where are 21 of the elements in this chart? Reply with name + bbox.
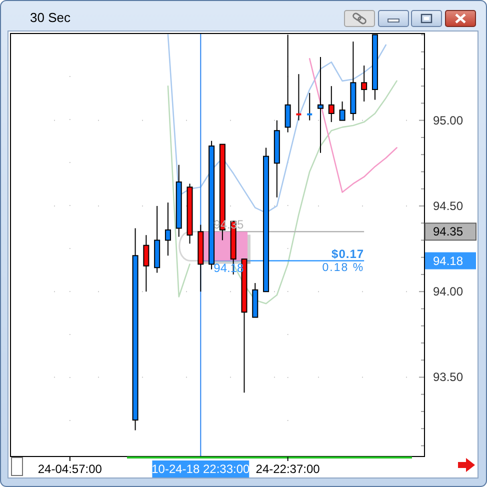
candlestick — [339, 101, 346, 121]
annotation: $0.17 — [332, 246, 364, 261]
line-series — [308, 58, 398, 193]
y-tick-label: 93.50 — [433, 370, 464, 384]
candlestick — [296, 74, 302, 121]
text: 94.35 — [433, 224, 464, 239]
candlestick — [164, 202, 171, 256]
candlestick — [328, 86, 334, 123]
candlestick — [361, 65, 368, 102]
annotation: 0.18 % — [322, 262, 364, 274]
x-tick-label: 24-22:37:00 — [256, 462, 320, 476]
candlestick — [143, 234, 150, 292]
candlestick — [307, 92, 312, 121]
chart-title: 30 Sec — [30, 10, 71, 25]
candlestick — [318, 56, 324, 154]
y-tick-label: 95.00 — [433, 113, 464, 128]
text: 94.18 — [433, 254, 464, 268]
line-series — [167, 34, 387, 214]
x-tick-label: 24-04:57:00 — [38, 462, 102, 476]
y-tick-label: 94.00 — [433, 284, 464, 299]
y-tick-label: 94.50 — [433, 198, 464, 213]
